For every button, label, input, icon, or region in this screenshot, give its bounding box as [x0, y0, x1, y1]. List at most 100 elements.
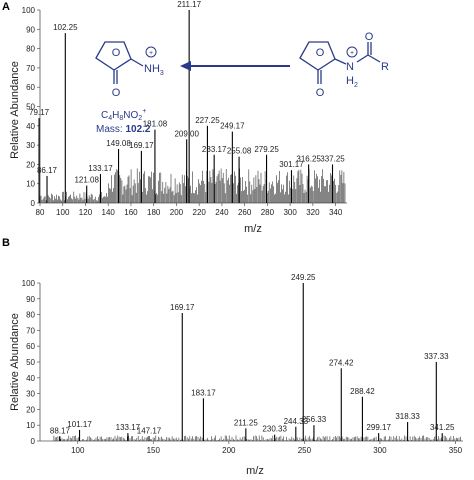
formula-part-o-count: 2 — [138, 115, 142, 122]
ion-formula: C4H8NO2+ — [101, 108, 146, 122]
panel-b-y-axis-title: Relative Abundance — [9, 313, 21, 411]
panel-b-x-tick-label: 200 — [222, 446, 236, 455]
panel-b-peak-label: 318.33 — [395, 412, 420, 421]
panel-b-y-tick-label: 90 — [26, 295, 35, 304]
formula-part-h-count: 8 — [119, 115, 123, 122]
panel-b-peak-label: 299.17 — [366, 423, 391, 432]
panel-a-y-tick-label: 30 — [26, 141, 35, 150]
acyl-bond — [356, 54, 369, 63]
panel-a-y-axis-title: Relative Abundance — [9, 61, 21, 159]
panel-a-label: A — [2, 1, 10, 13]
panel-b-peak-label: 341.25 — [430, 423, 455, 432]
panel-b-peak-label: 88.17 — [50, 426, 71, 435]
panel-b: B Relative Abundance m/z 0 10 20 30 40 50 60 70… — [2, 237, 463, 477]
ion-mass-label: Mass: — [96, 124, 125, 135]
panel-b-x-tick-label: 100 — [71, 446, 85, 455]
panel-b-x-tick-label: 250 — [298, 446, 312, 455]
panel-a-y-tick-label: 10 — [26, 180, 35, 189]
panel-b-baseline-noise — [53, 435, 461, 441]
product-ion-structure: O O NH3 + — [95, 41, 164, 99]
lactone-ring-left — [95, 41, 132, 71]
panel-a: A Relative Abundance m/z 0 10 20 30 40 50 60 70… — [2, 0, 389, 235]
panel-a-y-tick-label: 40 — [26, 122, 35, 131]
carbonyl-oxygen-right: O — [316, 87, 325, 99]
panel-b-y-tick-label: 80 — [26, 311, 35, 320]
panel-b-peak-label: 274.42 — [329, 358, 354, 367]
ammonium-group: NH3 — [144, 63, 164, 77]
carbonyl-oxygen-left: O — [112, 87, 121, 99]
panel-b-peak-label: 147.17 — [137, 426, 162, 435]
r-group-bond — [367, 54, 381, 63]
panel-b-x-tick-label: 300 — [373, 446, 387, 455]
panel-a-x-tick-label: 200 — [170, 208, 184, 217]
panel-a-peak-label: 209.00 — [174, 129, 199, 138]
panel-a-peak-label: 102.25 — [53, 23, 78, 32]
panel-a-peak-label: 79.17 — [29, 108, 50, 117]
panel-a-y-tick-label: 100 — [22, 6, 36, 15]
panel-a-plot: 0 10 20 30 40 50 60 70 80 90 100 80 100 120 140 160 180 2… — [22, 0, 347, 217]
amide-nitrogen: N — [346, 61, 354, 73]
ammonium-label: NH — [144, 63, 160, 75]
charge-sign-left: + — [149, 50, 153, 57]
panel-a-x-tick-label: 320 — [306, 208, 320, 217]
panel-a-peak-label: 337.25 — [320, 154, 345, 163]
panel-b-peak-label: 337.33 — [424, 352, 449, 361]
panel-a-peak-label: 301.17 — [279, 160, 304, 169]
panel-a-x-tick-label: 280 — [261, 208, 275, 217]
panel-a-peak-label: 181.08 — [143, 120, 168, 129]
panel-b-peak-label: 288.42 — [350, 387, 375, 396]
panel-b-y-tick-label: 40 — [26, 374, 35, 383]
panel-b-y-tick-label: 10 — [26, 421, 35, 430]
panel-b-peak-label: 244.33 — [284, 417, 309, 426]
panel-a-x-tick-label: 340 — [329, 208, 343, 217]
panel-a-y-tick-label: 60 — [26, 83, 35, 92]
amide-h-subscript: 2 — [354, 82, 358, 89]
panel-a-peak-label: 133.17 — [88, 164, 113, 173]
ion-mass: Mass: 102.2 — [96, 124, 151, 135]
panel-a-x-tick-label: 240 — [215, 208, 229, 217]
panel-b-peak-label: 230.33 — [262, 425, 287, 434]
panel-b-peak-label: 249.25 — [291, 273, 316, 282]
panel-b-x-axis-title: m/z — [246, 465, 264, 477]
panel-b-peak-label: 211.25 — [234, 418, 258, 427]
panel-a-x-tick-label: 180 — [147, 208, 161, 217]
panel-a-y-tick-label: 20 — [26, 160, 35, 169]
charge-circle-left — [145, 46, 157, 58]
panel-a-peak-label: 211.17 — [177, 0, 201, 9]
panel-b-peak-label: 133.17 — [116, 423, 141, 432]
ring-oxygen-left: O — [112, 47, 121, 59]
lactone-ring-right — [299, 41, 336, 71]
panel-a-x-tick-label: 120 — [79, 208, 93, 217]
fragmentation-arrow — [180, 61, 290, 71]
panel-a-x-tick-label: 80 — [36, 208, 45, 217]
ion-mass-value: 102.2 — [125, 124, 150, 135]
amide-hydrogen: H2 — [346, 75, 358, 89]
panel-a-peak-label: 279.25 — [254, 145, 279, 154]
panel-a-baseline-noise — [39, 168, 346, 203]
panel-b-y-tick-label: 0 — [31, 437, 36, 446]
panel-b-y-tick-label: 30 — [26, 390, 35, 399]
panel-b-peak-label: 183.17 — [191, 388, 216, 397]
arrow-head — [180, 61, 191, 71]
panel-a-x-tick-label: 140 — [102, 208, 116, 217]
panel-b-peak-label: 169.17 — [170, 303, 195, 312]
panel-b-y-tick-label: 50 — [26, 358, 35, 367]
panel-a-x-tick-label: 160 — [124, 208, 138, 217]
panel-b-y-tick-label: 20 — [26, 405, 35, 414]
charge-circle-right — [346, 46, 358, 58]
panel-b-y-tick-label: 60 — [26, 342, 35, 351]
charge-sign-right: + — [350, 50, 354, 57]
panel-a-y-tick-label: 50 — [26, 103, 35, 112]
panel-b-y-tick-label: 70 — [26, 326, 35, 335]
panel-a-peak-label: 316.25 — [296, 154, 321, 163]
formula-charge: + — [142, 108, 146, 115]
precursor-structure: O O N H2 + O R — [299, 31, 389, 99]
panel-b-x-tick-label: 350 — [449, 446, 463, 455]
formula-part-h: H — [112, 110, 119, 121]
amide-bond — [334, 58, 347, 65]
panel-b-label: B — [2, 237, 10, 249]
formula-part-c-count: 4 — [108, 115, 112, 122]
panel-a-y-tick-label: 80 — [26, 45, 35, 54]
r-group: R — [381, 61, 389, 73]
